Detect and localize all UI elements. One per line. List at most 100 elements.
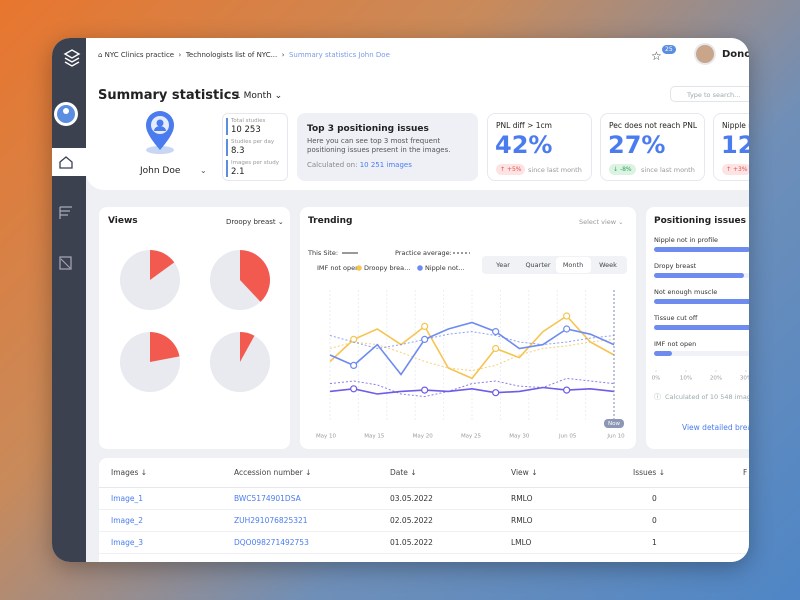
kpi-note: since last month (528, 166, 582, 174)
crumb[interactable]: Summary statistics John Doe (288, 51, 390, 59)
bar-track (654, 351, 749, 356)
tab[interactable]: Month (563, 261, 583, 269)
period[interactable]: 1 Month (235, 91, 272, 101)
table-cell: RMLO (511, 494, 533, 503)
column-header[interactable]: Date ↓ (390, 468, 417, 477)
table-cell: 02.05.2022 (390, 516, 433, 525)
stat-bar (226, 160, 228, 177)
header-divider (99, 487, 749, 488)
point-marker (421, 386, 429, 394)
bar (654, 247, 749, 252)
tab[interactable]: Week (599, 261, 617, 269)
point-marker (492, 389, 500, 397)
profile-toggle[interactable]: ⌄ (200, 166, 207, 175)
x-tick-label: 30% (740, 376, 749, 382)
now-label: Now (608, 421, 620, 427)
breadcrumb: ⌂ NYC Clinics practice › Technologists l… (98, 51, 390, 59)
user-name[interactable]: Donov (722, 49, 749, 60)
point-marker (563, 325, 571, 333)
point-marker (421, 322, 429, 330)
views-filter[interactable]: Droopy breast ⌄ (226, 218, 284, 226)
note: Calculated of 10 548 imag (665, 393, 749, 401)
kpi-change: ↓ -8% (609, 164, 636, 175)
column-header[interactable]: Accession number ↓ (234, 468, 312, 477)
pie-slice (240, 332, 255, 362)
select-view[interactable]: Select view ⌄ (579, 218, 624, 226)
column-header[interactable]: Images ↓ (111, 468, 148, 477)
x-tick-label: May 25 (461, 434, 482, 440)
x-tick-label: Jun 10 (606, 434, 625, 440)
table-cell: RMLO (511, 516, 533, 525)
legend-label: Practice average: (395, 249, 452, 257)
table-cell[interactable]: Image_2 (111, 516, 144, 525)
average-line (329, 331, 615, 350)
point-marker (492, 344, 500, 353)
stat-bar (226, 118, 228, 135)
x-tick-label: 10% (680, 376, 692, 382)
x-tick-label: May 15 (364, 434, 385, 440)
legend-entry: Nipple not... (425, 264, 465, 272)
bar-label: IMF not open (654, 340, 696, 348)
header-text[interactable]: Issues (633, 468, 657, 477)
crumb[interactable]: NYC Clinics practice (104, 51, 175, 59)
row-divider (99, 531, 749, 532)
profile-name: John Doe (140, 166, 181, 176)
change-value: -8% (619, 166, 632, 173)
x-tick-label: May 10 (316, 434, 337, 440)
header-text[interactable]: Images (111, 468, 139, 477)
point-marker (563, 312, 571, 320)
bar (654, 299, 749, 304)
tab[interactable]: Quarter (525, 261, 550, 269)
detail-link[interactable]: View detailed brea (682, 423, 749, 432)
badge: 25 (662, 45, 676, 54)
stat-label: Images per study (231, 160, 279, 166)
table-cell[interactable]: BWC5174901DSA (234, 494, 301, 503)
kpi-card (487, 113, 592, 181)
header-text[interactable]: Accession number (234, 468, 303, 477)
table-cell[interactable]: Image_1 (111, 494, 144, 503)
calc-value[interactable]: 10 251 images (359, 161, 412, 169)
avatar[interactable] (694, 43, 716, 65)
bar-label: Dropy breast (654, 262, 697, 270)
period-select[interactable]: 1 Month ⌄ (235, 91, 283, 101)
bar (654, 325, 749, 330)
table-cell[interactable]: Image_3 (111, 538, 144, 547)
card-title: Views (108, 216, 138, 226)
row-divider (99, 509, 749, 510)
table-cell: LMLO (511, 538, 532, 547)
x-tick-label: May 20 (413, 434, 434, 440)
filter[interactable]: Droopy breast (226, 218, 276, 226)
table-cell: 01.05.2022 (390, 538, 433, 547)
header-text[interactable]: F (743, 468, 748, 477)
bar-label: Not enough muscle (654, 288, 717, 296)
kpi-change: ↑ +5% (496, 164, 526, 175)
table-card (99, 458, 749, 562)
bar (654, 351, 672, 356)
trending-card (300, 207, 636, 449)
bar-label: Tissue cut off (653, 314, 698, 322)
views-card (99, 207, 290, 449)
select[interactable]: Select view (579, 218, 617, 226)
legend-dot (356, 265, 362, 271)
column-header[interactable]: F (743, 468, 747, 477)
card-title: Positioning issues (654, 216, 746, 226)
card-text: Here you can see top 3 most frequent pos… (307, 137, 451, 154)
bar-label: Nipple not in profile (654, 236, 718, 244)
table-cell[interactable]: DQO098271492753 (234, 538, 309, 547)
column-header[interactable]: Issues ↓ (633, 468, 665, 477)
table-cell[interactable]: ZUH291076825321 (234, 516, 308, 525)
column-header[interactable]: View ↓ (511, 468, 538, 477)
tab[interactable]: Year (495, 261, 510, 269)
header-text[interactable]: View (511, 468, 529, 477)
header-text[interactable]: Date (390, 468, 408, 477)
table-cell: 03.05.2022 (390, 494, 433, 503)
stat-value: 8.3 (231, 146, 245, 156)
crumb[interactable]: Technologists list of NYC... (185, 51, 278, 59)
kpi-note: since last month (641, 166, 695, 174)
star-icon[interactable]: ☆ (651, 49, 662, 63)
legend-label: This Site: (307, 249, 338, 257)
search[interactable]: Type to search... (670, 86, 749, 102)
point-marker (563, 386, 571, 394)
stat-value: 2.1 (231, 167, 245, 177)
